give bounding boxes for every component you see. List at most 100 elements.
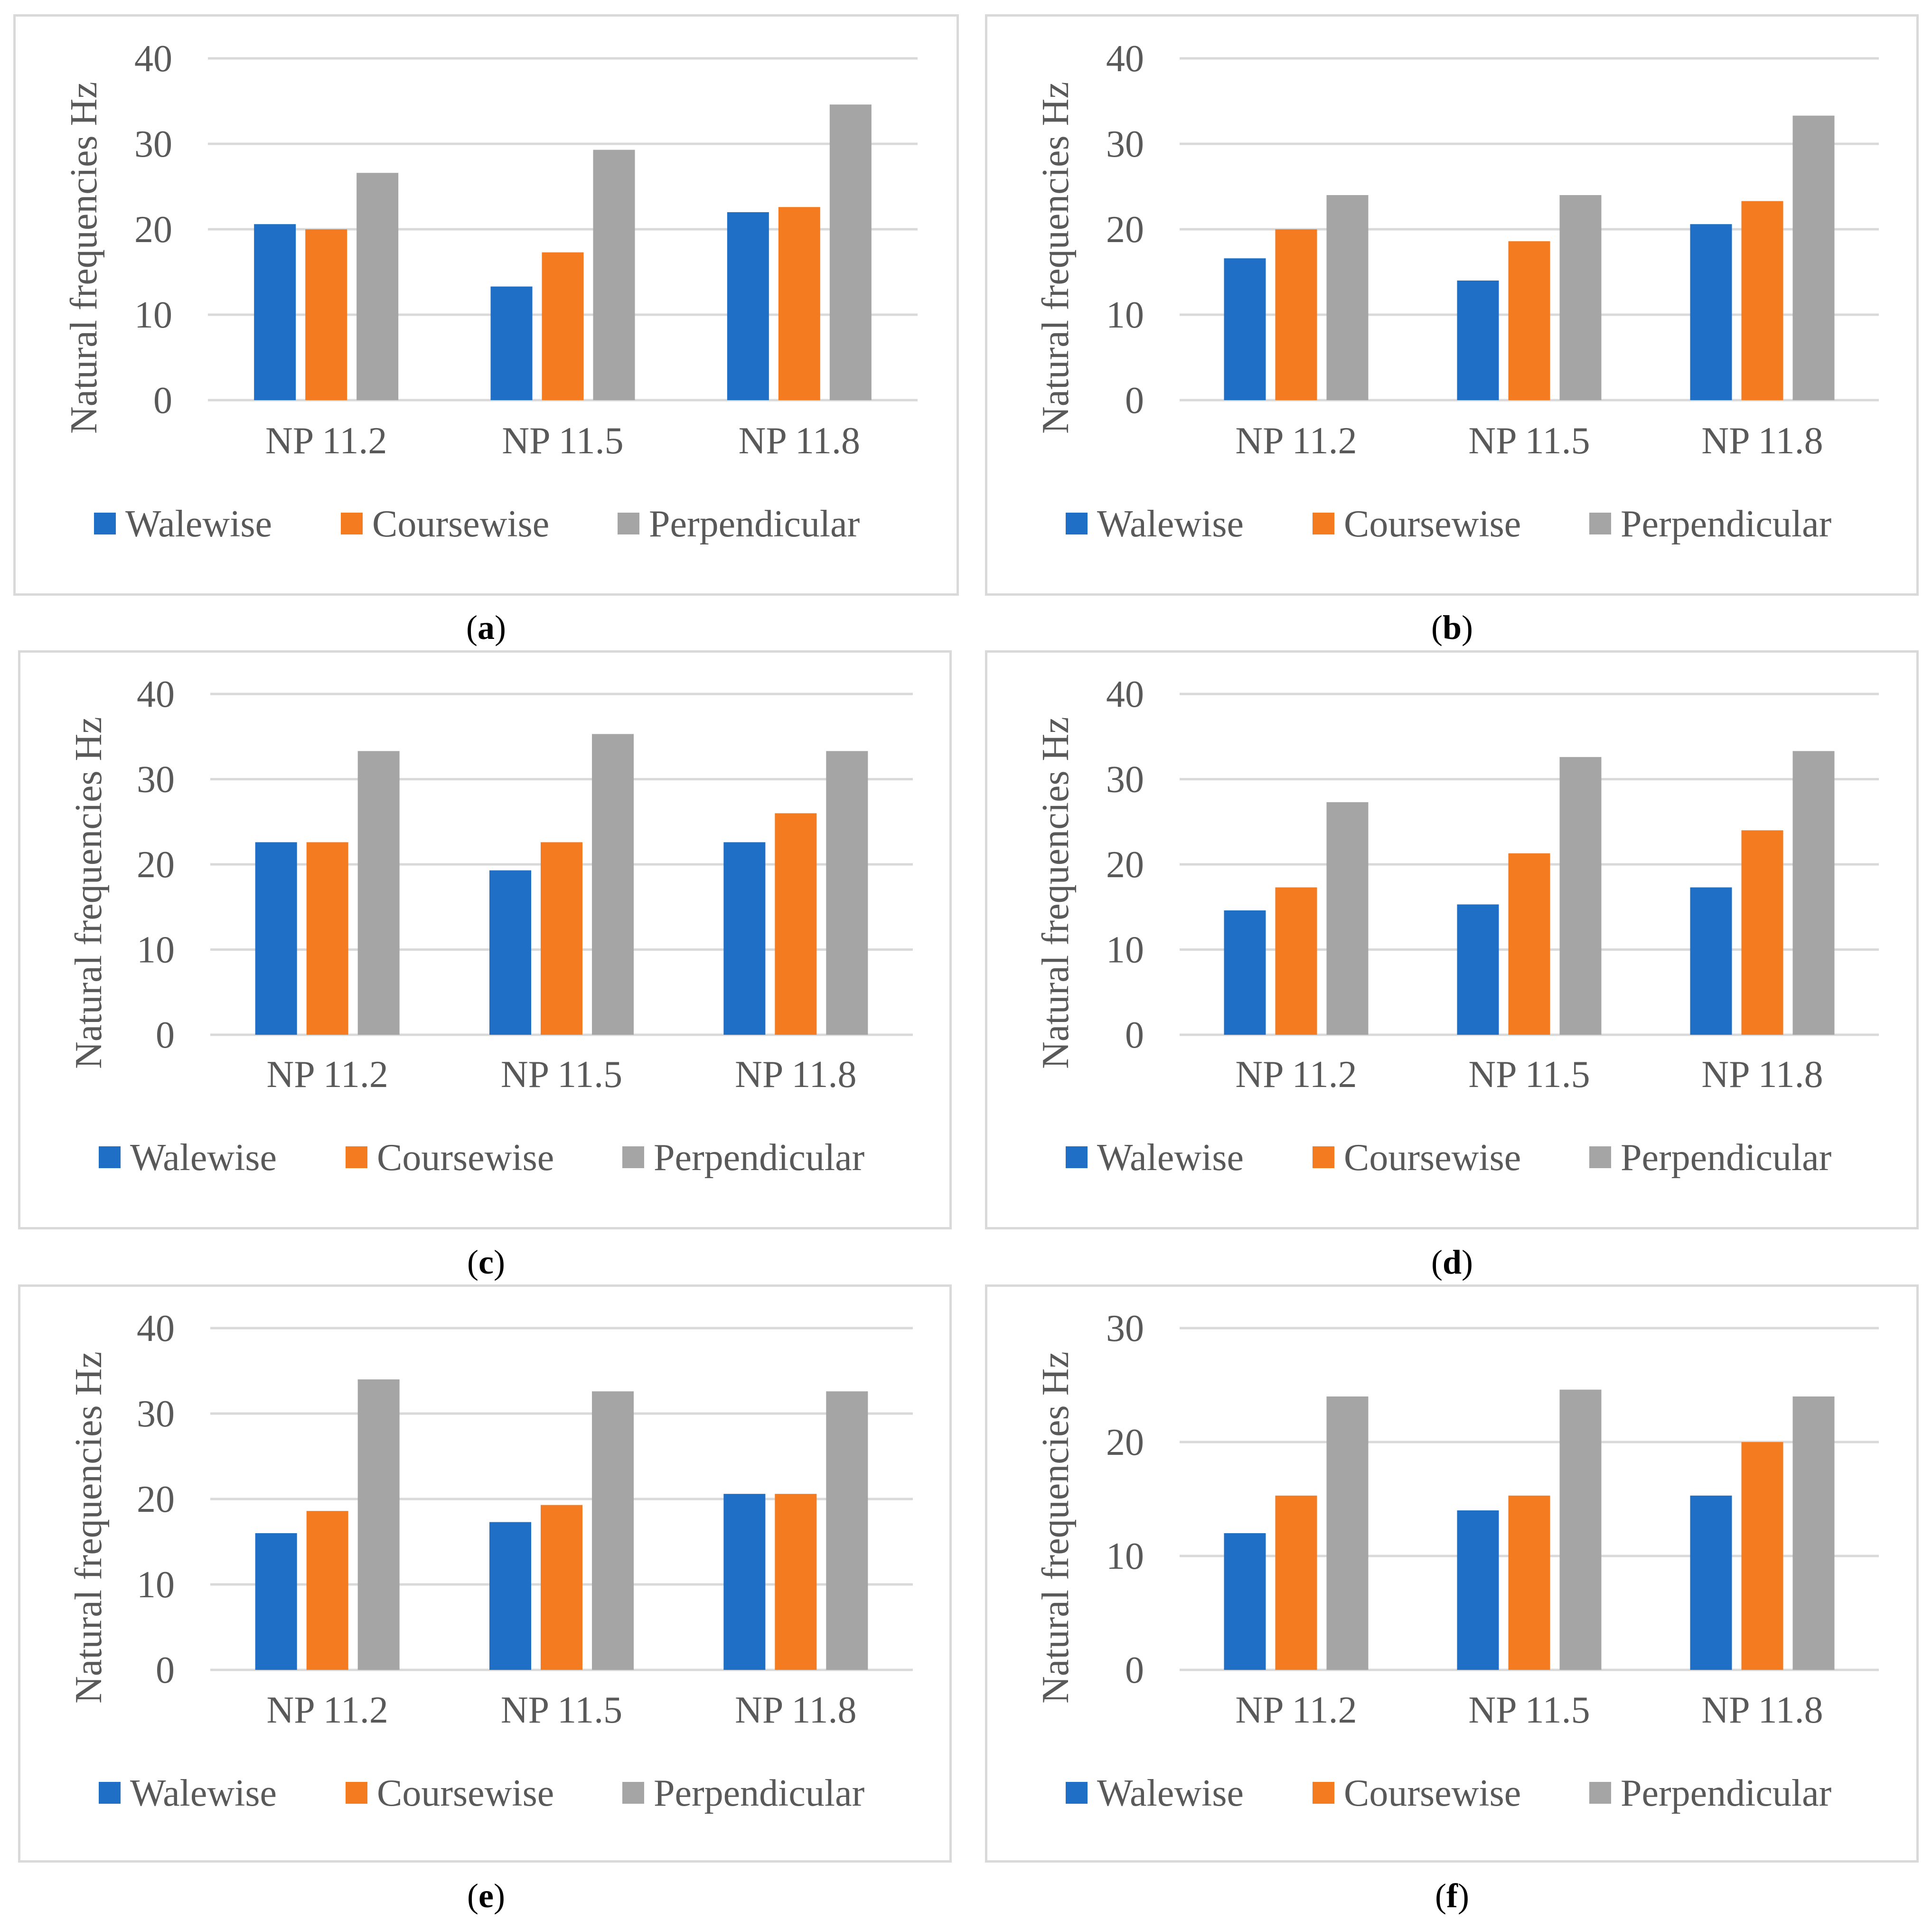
- y-tick-label: 30: [1106, 759, 1144, 801]
- y-axis-label: Natural frequencies Hz: [1035, 82, 1077, 434]
- legend-label-walewise: Walewise: [130, 1137, 277, 1179]
- x-category-label: NP 11.2: [265, 420, 387, 462]
- caption-f: (f): [1435, 1877, 1469, 1915]
- caption-d: (d): [1431, 1243, 1473, 1281]
- y-axis-label: Natural frequencies Hz: [68, 1351, 110, 1704]
- bar-walewise-2: [1457, 1510, 1499, 1670]
- x-category-label: NP 11.5: [501, 1054, 622, 1096]
- legend-swatch-coursewise: [346, 1782, 367, 1804]
- bar-coursewise-3: [1741, 1442, 1783, 1670]
- chart-f-svg: 0 10 20 30 Natural frequencies Hz NP 11.2 NP 1…: [1035, 1308, 1879, 1814]
- caption-a: (a): [466, 609, 506, 646]
- chart-panel-e: 0 10 20 30 40 Natural frequencies Hz NP 11.2 NP…: [18, 1284, 952, 1863]
- bar-walewise-2: [489, 1522, 531, 1670]
- legend-swatch-coursewise: [1313, 1782, 1334, 1804]
- y-tick-label: 20: [1106, 209, 1144, 251]
- chart-c-svg: 0 10 20 30 40 Natural frequencies Hz NP 11.2 NP…: [68, 674, 913, 1179]
- bar-coursewise-3: [1741, 830, 1783, 1035]
- bar-coursewise-3: [775, 813, 817, 1035]
- legend-swatch-perpendicular: [1589, 1146, 1611, 1168]
- bar-coursewise-2: [542, 252, 584, 400]
- chart-d-svg: 0 10 20 30 40 Natural frequencies Hz NP 11.2 NP…: [1035, 674, 1879, 1179]
- x-category-label: NP 11.8: [1701, 420, 1823, 462]
- x-category-label: NP 11.8: [1701, 1054, 1823, 1096]
- bar-walewise-1: [255, 842, 297, 1035]
- legend-label-perpendicular: Perpendicular: [649, 503, 860, 545]
- bar-walewise-2: [1457, 904, 1499, 1035]
- x-category-label: NP 11.5: [501, 1689, 622, 1731]
- y-axis-label: Natural frequencies Hz: [63, 82, 105, 434]
- y-tick-label: 40: [137, 674, 175, 715]
- bar-walewise-2: [489, 870, 531, 1035]
- y-tick-label: 0: [1125, 380, 1144, 422]
- bar-walewise-1: [1224, 910, 1266, 1035]
- y-axis-label: Natural frequencies Hz: [1035, 1351, 1077, 1704]
- bar-walewise-3: [723, 1494, 766, 1670]
- bar-perpendicular-1: [1326, 195, 1369, 400]
- y-tick-label: 30: [134, 123, 172, 165]
- bar-walewise-3: [1690, 1495, 1732, 1670]
- y-tick-label: 0: [156, 1649, 175, 1691]
- bar-perpendicular-2: [592, 734, 634, 1035]
- chart-panel-d: 0 10 20 30 40 Natural frequencies Hz NP 11.2 NP…: [985, 650, 1919, 1229]
- x-category-label: NP 11.2: [267, 1054, 388, 1096]
- x-category-label: NP 11.2: [1235, 1054, 1357, 1096]
- y-tick-label: 10: [137, 929, 175, 971]
- legend-label-coursewise: Coursewise: [1344, 503, 1521, 545]
- x-category-label: NP 11.5: [502, 420, 623, 462]
- y-tick-label: 40: [1106, 674, 1144, 715]
- y-tick-label: 10: [1106, 1536, 1144, 1577]
- legend-swatch-perpendicular: [618, 513, 639, 534]
- legend-label-coursewise: Coursewise: [377, 1137, 554, 1179]
- y-tick-label: 10: [1106, 929, 1144, 971]
- y-tick-label: 20: [134, 209, 172, 251]
- chart-panel-f: 0 10 20 30 Natural frequencies Hz NP 11.2 NP 1…: [985, 1284, 1919, 1863]
- bar-walewise-3: [723, 842, 766, 1035]
- bar-walewise-1: [1224, 1533, 1266, 1670]
- legend-swatch-walewise: [99, 1146, 121, 1168]
- bar-coursewise-1: [1275, 1495, 1317, 1670]
- bar-perpendicular-2: [1559, 1389, 1602, 1670]
- y-tick-label: 30: [1106, 1308, 1144, 1349]
- legend-swatch-perpendicular: [1589, 1782, 1611, 1804]
- bar-perpendicular-2: [1559, 757, 1602, 1035]
- x-category-label: NP 11.5: [1468, 420, 1590, 462]
- legend-label-coursewise: Coursewise: [1344, 1137, 1521, 1179]
- legend-label-walewise: Walewise: [1097, 1137, 1244, 1179]
- x-category-label: NP 11.2: [1235, 420, 1357, 462]
- bar-walewise-1: [254, 224, 296, 400]
- caption-b: (b): [1431, 609, 1473, 646]
- bar-perpendicular-1: [356, 173, 399, 400]
- y-tick-label: 0: [153, 380, 172, 422]
- bar-perpendicular-1: [357, 1379, 400, 1670]
- bar-walewise-2: [1457, 281, 1499, 400]
- x-category-label: NP 11.8: [1701, 1689, 1823, 1731]
- y-tick-label: 40: [137, 1308, 175, 1349]
- y-axis-label: Natural frequencies Hz: [68, 717, 110, 1069]
- bar-perpendicular-3: [826, 751, 868, 1035]
- bar-walewise-3: [1690, 887, 1732, 1035]
- bar-coursewise-1: [1275, 229, 1317, 400]
- legend-label-walewise: Walewise: [1097, 503, 1244, 545]
- bar-coursewise-1: [306, 1511, 348, 1670]
- bar-coursewise-2: [1508, 1495, 1550, 1670]
- legend-label-coursewise: Coursewise: [377, 1772, 554, 1814]
- bar-perpendicular-1: [357, 751, 400, 1035]
- legend-label-walewise: Walewise: [130, 1772, 277, 1814]
- legend-label-perpendicular: Perpendicular: [1621, 1772, 1831, 1814]
- legend-swatch-walewise: [99, 1782, 121, 1804]
- legend-label-perpendicular: Perpendicular: [654, 1137, 864, 1179]
- y-tick-label: 30: [1106, 123, 1144, 165]
- bar-coursewise-1: [305, 229, 347, 400]
- legend-swatch-walewise: [1066, 1146, 1088, 1168]
- bar-coursewise-3: [1741, 201, 1783, 400]
- bar-coursewise-1: [306, 842, 348, 1035]
- legend-swatch-coursewise: [1313, 1146, 1334, 1168]
- y-tick-label: 10: [1106, 294, 1144, 336]
- y-tick-label: 10: [134, 294, 172, 336]
- legend-swatch-perpendicular: [622, 1782, 644, 1804]
- chart-a-svg: 0 10 20 30 40 Natural frequencies Hz NP 11.2 NP…: [63, 38, 918, 545]
- chart-panel-c: 0 10 20 30 40 Natural frequencies Hz NP 11.2 NP…: [18, 650, 952, 1229]
- x-category-label: NP 11.8: [739, 420, 860, 462]
- chart-b-svg: 0 10 20 30 40 Natural frequencies Hz NP 11.2 NP…: [1035, 38, 1879, 545]
